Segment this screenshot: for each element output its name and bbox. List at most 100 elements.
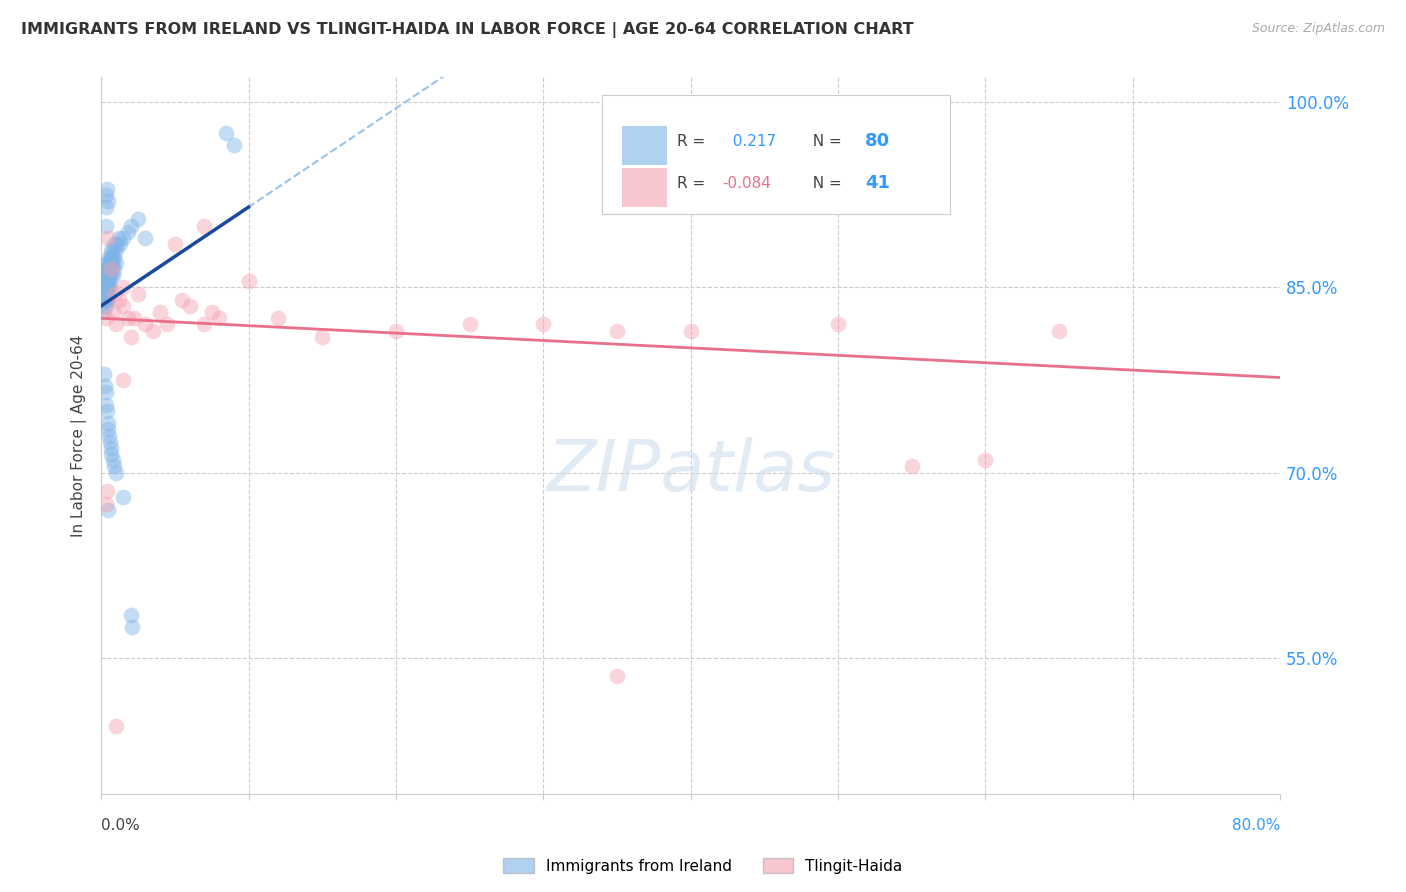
Y-axis label: In Labor Force | Age 20-64: In Labor Force | Age 20-64 bbox=[72, 334, 87, 537]
Point bbox=[104, 466, 127, 480]
Point bbox=[267, 311, 290, 326]
Point bbox=[100, 268, 122, 282]
Point bbox=[193, 219, 215, 233]
Point bbox=[97, 286, 120, 301]
Point bbox=[100, 250, 122, 264]
Point bbox=[96, 280, 118, 294]
Point bbox=[103, 459, 125, 474]
Point bbox=[98, 280, 121, 294]
Point bbox=[311, 330, 333, 344]
Point bbox=[96, 404, 118, 418]
Point bbox=[97, 261, 120, 276]
Point bbox=[222, 138, 245, 153]
Text: R =: R = bbox=[676, 176, 710, 191]
Point bbox=[163, 237, 186, 252]
Point bbox=[94, 261, 117, 276]
Text: R =: R = bbox=[676, 134, 710, 149]
Point bbox=[101, 244, 124, 258]
Point bbox=[193, 318, 215, 332]
Point bbox=[103, 237, 125, 252]
Point bbox=[98, 434, 121, 449]
Text: N =: N = bbox=[803, 134, 846, 149]
Point bbox=[458, 318, 481, 332]
Point bbox=[101, 255, 124, 269]
Point bbox=[101, 268, 124, 282]
Point bbox=[98, 261, 121, 276]
Point bbox=[100, 261, 122, 276]
Point bbox=[827, 318, 849, 332]
Point bbox=[94, 299, 117, 313]
Point bbox=[94, 187, 117, 202]
Point bbox=[96, 268, 118, 282]
Point bbox=[96, 181, 118, 195]
Point bbox=[97, 231, 120, 245]
Point bbox=[96, 200, 118, 214]
Point bbox=[94, 280, 117, 294]
Point bbox=[96, 484, 118, 499]
Legend: Immigrants from Ireland, Tlingit-Haida: Immigrants from Ireland, Tlingit-Haida bbox=[498, 852, 908, 880]
Point bbox=[94, 293, 117, 307]
Point bbox=[121, 620, 143, 634]
Point bbox=[96, 293, 118, 307]
Text: 80: 80 bbox=[865, 132, 890, 150]
Point bbox=[108, 293, 131, 307]
Point bbox=[385, 324, 408, 338]
Point bbox=[110, 237, 132, 252]
Point bbox=[104, 255, 127, 269]
Point bbox=[97, 280, 120, 294]
Point bbox=[96, 280, 118, 294]
Point bbox=[149, 305, 172, 319]
Point bbox=[97, 255, 120, 269]
Point bbox=[238, 274, 260, 288]
Point bbox=[98, 255, 121, 269]
Point bbox=[97, 416, 120, 430]
Point bbox=[96, 255, 118, 269]
Point bbox=[94, 496, 117, 510]
Point bbox=[100, 261, 122, 276]
Point bbox=[103, 250, 125, 264]
Point bbox=[96, 398, 118, 412]
Point bbox=[101, 453, 124, 467]
Point bbox=[142, 324, 165, 338]
Text: 41: 41 bbox=[865, 174, 890, 193]
Point bbox=[94, 379, 117, 393]
Text: Source: ZipAtlas.com: Source: ZipAtlas.com bbox=[1251, 22, 1385, 36]
Point bbox=[108, 231, 131, 245]
Point bbox=[127, 212, 149, 227]
Point bbox=[93, 274, 115, 288]
Point bbox=[1047, 324, 1070, 338]
Point bbox=[101, 250, 124, 264]
Point bbox=[120, 219, 142, 233]
Point bbox=[97, 268, 120, 282]
Point bbox=[215, 126, 238, 140]
Point bbox=[134, 318, 156, 332]
Point bbox=[98, 274, 121, 288]
Point bbox=[96, 268, 118, 282]
Text: N =: N = bbox=[803, 176, 846, 191]
Point bbox=[100, 244, 122, 258]
Text: -0.084: -0.084 bbox=[723, 176, 772, 191]
Point bbox=[122, 311, 145, 326]
Point bbox=[179, 299, 201, 313]
Point bbox=[100, 441, 122, 455]
Point bbox=[112, 373, 135, 387]
Point bbox=[93, 293, 115, 307]
Point bbox=[127, 286, 149, 301]
Point bbox=[105, 237, 128, 252]
Point bbox=[93, 299, 115, 313]
Point bbox=[98, 250, 121, 264]
Point bbox=[93, 367, 115, 381]
Point bbox=[94, 311, 117, 326]
Point bbox=[120, 607, 142, 622]
Point bbox=[103, 261, 125, 276]
Point bbox=[96, 293, 118, 307]
Point bbox=[97, 502, 120, 516]
FancyBboxPatch shape bbox=[602, 95, 950, 213]
Point bbox=[606, 669, 628, 683]
Point bbox=[112, 280, 135, 294]
Point bbox=[900, 459, 922, 474]
Point bbox=[134, 231, 156, 245]
Point bbox=[208, 311, 231, 326]
Point bbox=[112, 491, 135, 505]
Point bbox=[104, 719, 127, 733]
